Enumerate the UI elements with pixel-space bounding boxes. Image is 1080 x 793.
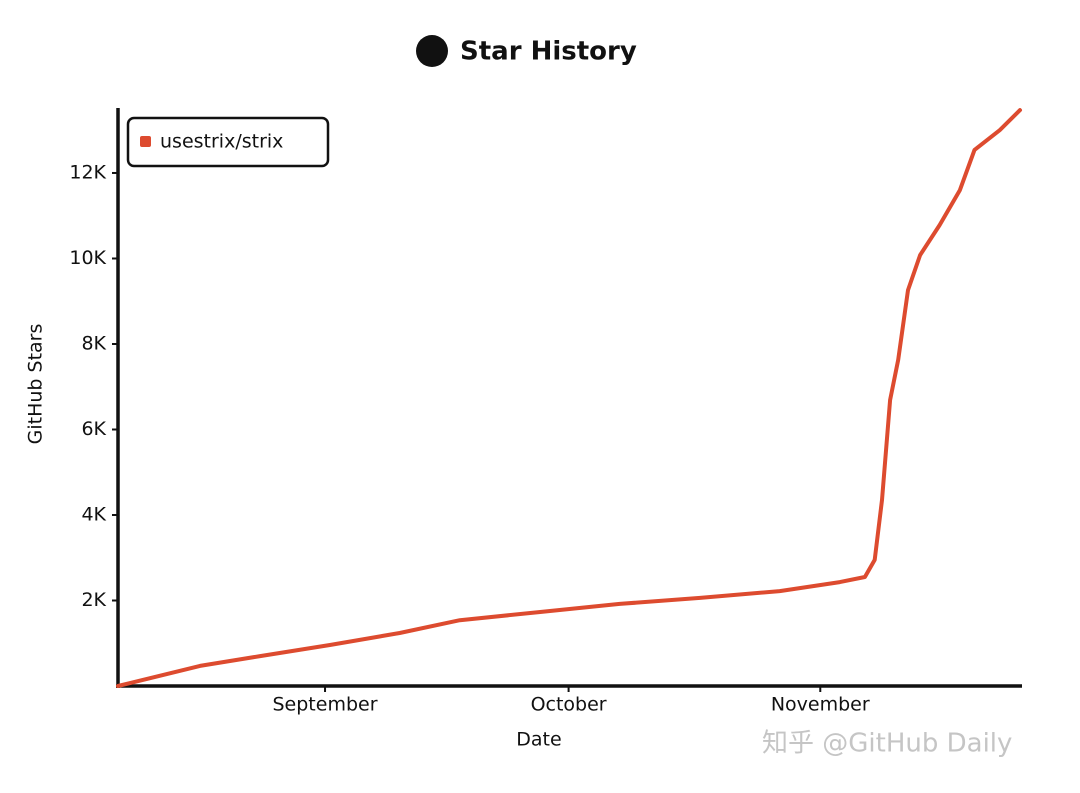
y-tick-label: 4K: [81, 503, 106, 525]
y-tick-label: 6K: [81, 418, 106, 440]
chart-title: Star History: [460, 37, 637, 67]
legend-swatch: [140, 136, 151, 147]
y-tick-label: 12K: [69, 161, 106, 183]
legend-label: usestrix/strix: [160, 131, 283, 153]
y-axis-label: GitHub Stars: [25, 324, 47, 445]
x-axis-label: Date: [516, 729, 561, 751]
x-tick-label: October: [531, 694, 607, 716]
y-tick-label: 2K: [81, 589, 106, 611]
x-tick-label: September: [273, 694, 378, 716]
y-tick-label: 8K: [81, 332, 106, 354]
x-tick-label: November: [771, 694, 870, 716]
series-line: [116, 108, 1022, 688]
watermark: 知乎 @GitHub Daily: [762, 729, 1012, 759]
logo: [416, 35, 448, 67]
legend-box: [126, 116, 330, 168]
y-tick-label: 10K: [69, 247, 106, 269]
